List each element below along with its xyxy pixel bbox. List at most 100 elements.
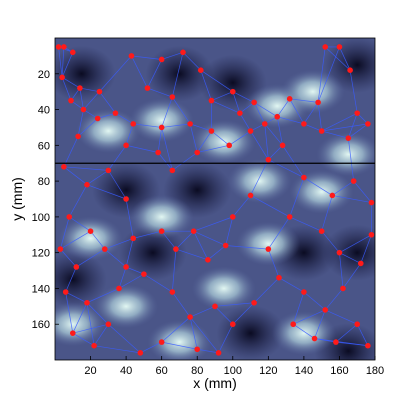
data-point (87, 228, 94, 234)
network-edge (349, 70, 358, 114)
network-edge (225, 216, 234, 246)
network-edge (196, 130, 212, 153)
network-edge (293, 323, 315, 339)
data-point (322, 307, 329, 313)
data-point (158, 124, 165, 131)
network-edge (253, 102, 278, 118)
data-point (222, 242, 229, 249)
bright-region (316, 132, 375, 177)
network-edge (225, 245, 269, 250)
network-edge (250, 130, 269, 160)
network-edge (59, 216, 70, 250)
network-edge (108, 170, 127, 200)
network-edge (125, 123, 134, 146)
network-edge (214, 302, 255, 307)
heatmap-bright-regions (55, 69, 375, 360)
data-point (350, 178, 357, 184)
data-point (318, 128, 325, 134)
data-point (315, 99, 321, 106)
network-edge (63, 166, 109, 171)
network-edge (239, 102, 255, 114)
network-edge (264, 123, 283, 146)
network-edge (189, 316, 198, 350)
x-tick-label: 40 (120, 365, 132, 377)
data-point (57, 246, 64, 252)
y-axis-ticks: 20 40 60 80 100 120 140 160 (32, 69, 59, 331)
bright-region (94, 284, 159, 329)
network-edge (339, 252, 361, 264)
y-tick-label: 120 (32, 248, 50, 260)
data-point (247, 192, 254, 199)
network-edge (293, 309, 326, 325)
network-edge (335, 323, 358, 343)
data-point (265, 246, 272, 252)
network-edge (172, 152, 198, 171)
x-tick-label: 140 (295, 365, 313, 377)
network-edge (211, 130, 230, 146)
data-point (208, 97, 215, 104)
network-edge (172, 291, 191, 318)
data-point (229, 214, 236, 220)
data-point (368, 231, 375, 238)
network-edge (76, 248, 105, 268)
data-point (101, 246, 108, 252)
network-edge (99, 91, 116, 114)
data-point (286, 214, 293, 220)
network-edge (86, 288, 120, 304)
network-edge (97, 112, 116, 119)
data-point (301, 289, 307, 295)
network-edge (83, 109, 98, 119)
data-point (91, 342, 97, 349)
network-edge (332, 195, 372, 203)
network-edge (86, 302, 109, 325)
network-edge (250, 195, 290, 218)
network-edge (303, 177, 333, 196)
x-tick-label: 180 (366, 365, 384, 377)
network-edge (126, 144, 159, 153)
y-tick-label: 60 (38, 140, 50, 152)
data-point (141, 271, 147, 277)
bright-region (76, 109, 141, 154)
bright-region (271, 311, 336, 356)
y-tick-label: 140 (32, 283, 50, 295)
network-edge (61, 77, 81, 89)
data-point (265, 156, 272, 163)
dark-region (145, 45, 214, 102)
data-point (251, 299, 257, 306)
data-point (365, 121, 371, 127)
network-edge (77, 109, 84, 137)
y-tick-label: 80 (38, 176, 50, 188)
data-point (229, 321, 236, 328)
network-edge (207, 245, 226, 261)
data-point (77, 85, 83, 91)
network-edge (353, 180, 372, 203)
data-point (301, 121, 307, 127)
data-point (205, 257, 211, 263)
network-edge (197, 348, 219, 354)
data-point (116, 285, 122, 292)
network-edge (278, 277, 305, 293)
plot-area (55, 38, 375, 360)
network-edge (314, 338, 336, 343)
network-edge (63, 136, 79, 167)
network-edge (211, 91, 233, 101)
network-edge (292, 291, 305, 325)
bright-region (236, 221, 301, 266)
network-edge (104, 248, 127, 268)
network-edge (348, 123, 369, 139)
network-edge (189, 306, 216, 318)
network-edge (317, 46, 326, 103)
network-edge (303, 102, 319, 125)
data-point (80, 106, 87, 113)
data-point (169, 289, 176, 295)
network-edge (232, 302, 255, 325)
network-edge (72, 323, 109, 334)
data-point (208, 128, 215, 134)
network-edge (193, 216, 233, 232)
network-edge (161, 51, 184, 60)
data-point (158, 56, 165, 63)
network-edge (94, 345, 141, 354)
network-edge (197, 144, 230, 153)
data-point (105, 167, 112, 174)
